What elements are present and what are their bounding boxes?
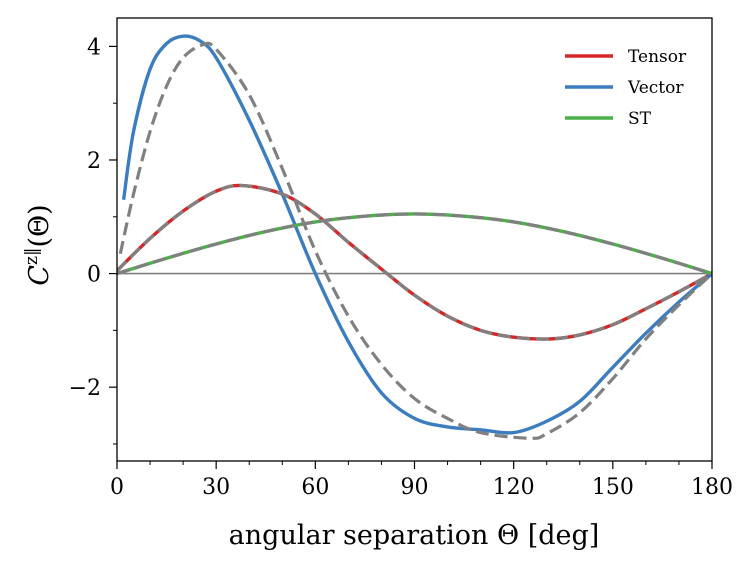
x-tick-label-180: 180: [691, 475, 733, 500]
y-tick-label-4: 4: [87, 35, 101, 60]
legend-label-tensor: Tensor: [628, 47, 687, 67]
x-tick-label-30: 30: [202, 475, 230, 500]
series-line-tensor-reference-dashed: [117, 183, 712, 341]
legend-label-vector: Vector: [627, 78, 684, 98]
plot-frame: [116, 17, 713, 462]
y-tick-label--2: −2: [69, 376, 101, 401]
series-line-vector: [121, 34, 712, 435]
x-tick-label-0: 0: [110, 475, 124, 500]
series-line-st-reference-dashed: [117, 212, 712, 276]
y-axis-label: Cz‖(Θ): [22, 204, 55, 285]
y-tick-label-2: 2: [87, 149, 101, 174]
x-tick-label-150: 150: [592, 475, 634, 500]
legend: Tensor Vector ST: [565, 47, 687, 129]
y-axis-label-sup: z‖: [22, 248, 42, 265]
x-axis-label: angular separation Θ [deg]: [229, 520, 600, 551]
x-tick-label-90: 90: [401, 475, 429, 500]
x-tick-label-60: 60: [301, 475, 329, 500]
x-tick-label-120: 120: [493, 475, 535, 500]
axis-layer: 0 30 60 90 120 150 180 −2 0 2 4: [69, 35, 733, 500]
y-axis-label-main: C: [24, 265, 55, 286]
series-layer: [117, 34, 712, 440]
series-line-tensor: [117, 183, 712, 341]
series-line-vector-reference-dashed: [118, 41, 712, 440]
legend-label-st: ST: [628, 109, 652, 129]
svg-text:Cz‖(Θ): Cz‖(Θ): [22, 204, 55, 285]
y-axis-label-arg: (Θ): [24, 204, 55, 247]
series-line-st: [117, 212, 712, 276]
y-tick-label-0: 0: [87, 263, 101, 288]
